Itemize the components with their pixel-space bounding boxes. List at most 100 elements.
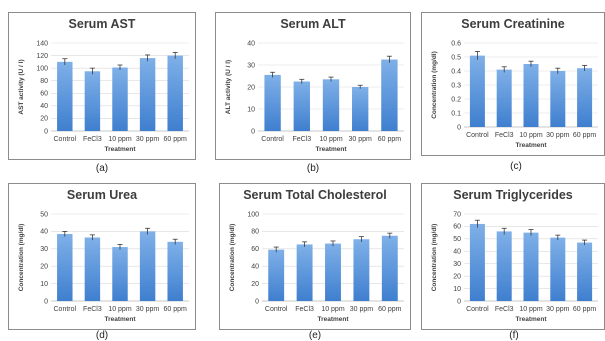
y-axis-label: Concentration (mg/dl)	[431, 224, 438, 292]
x-tick-label: 10 ppm	[519, 132, 543, 139]
y-tick-label: 0.5	[451, 54, 461, 61]
y-tick-label: 0	[251, 128, 255, 135]
chart-title: Serum Total Cholesterol	[243, 188, 387, 202]
caption-a: (a)	[95, 163, 109, 174]
chart-panel-ast: Serum AST 0 20 40 60 80 100 120 140 Control FeCl3…	[8, 12, 196, 160]
x-tick-label: 30 ppm	[136, 306, 160, 313]
x-tick-label: 10 ppm	[321, 306, 345, 313]
x-tick-label: FeCl3	[295, 306, 314, 313]
x-tick-label: FeCl3	[495, 306, 514, 313]
x-tick-label: 30 ppm	[349, 136, 373, 143]
y-tick-label: 100	[36, 65, 48, 72]
x-tick-label: 10 ppm	[108, 306, 132, 313]
x-tick-label: 60 ppm	[378, 306, 402, 313]
bar	[296, 244, 313, 301]
y-tick-label: 100	[247, 211, 259, 218]
bar	[139, 231, 156, 301]
y-tick-label: 20	[40, 264, 48, 271]
y-tick-label: 80	[251, 229, 259, 236]
x-tick-label: Control	[54, 136, 77, 143]
chart-title: Serum ALT	[280, 17, 346, 31]
chart-panel-alt: Serum ALT 0 10 20 30 40 Control FeCl3 10 ppm 30 …	[215, 12, 411, 160]
y-tick-label: 40	[40, 229, 48, 236]
y-tick-label: 40	[247, 40, 255, 47]
chart-panel-creatinine: Serum Creatinine 0 0.1 0.2 0.3 0.4 0.5 0.6 Cont…	[421, 12, 605, 156]
bar	[469, 55, 485, 127]
y-tick-label: 50	[40, 211, 48, 218]
caption-c: (c)	[510, 161, 522, 172]
y-tick-label: 20	[251, 281, 259, 288]
caption-f: (f)	[509, 330, 519, 341]
x-tick-label: 10 ppm	[319, 136, 343, 143]
y-tick-label: 0.3	[451, 82, 461, 89]
chart-svg: 0 10 20 30 40 50 60 70 Control FeCl3 10 ppm 30 ppm 6…	[431, 211, 598, 323]
chart-svg: 0 20 40 60 80 100 Control FeCl3 10 ppm 30 ppm 60 p…	[229, 211, 404, 323]
bar	[264, 74, 281, 131]
bar	[84, 237, 101, 301]
y-tick-label: 10	[247, 106, 255, 113]
x-axis-label: Treatment	[317, 316, 349, 323]
x-tick-label: 10 ppm	[519, 306, 543, 313]
bar	[322, 79, 340, 131]
bar	[496, 69, 512, 127]
x-tick-label: 30 ppm	[546, 306, 570, 313]
y-tick-label: 30	[453, 261, 461, 268]
y-tick-label: 20	[40, 116, 48, 123]
y-tick-label: 50	[453, 236, 461, 243]
x-tick-label: Control	[265, 306, 288, 313]
y-tick-label: 30	[247, 62, 255, 69]
chart-panel-triglycerides: Serum Triglycerides 0 10 20 30 40 50 60 70 Contr…	[421, 183, 605, 330]
y-axis-label: Concentration (mg/dl)	[18, 224, 25, 292]
chart-svg: 0 10 20 30 40 Control FeCl3 10 ppm 30 ppm 60 ppm T…	[225, 40, 404, 153]
y-tick-label: 0	[457, 298, 461, 305]
y-tick-label: 20	[247, 84, 255, 91]
chart-panel-cholesterol: Serum Total Cholesterol 0 20 40 60 80 100 Cont…	[219, 183, 411, 330]
x-tick-label: FeCl3	[83, 306, 102, 313]
caption-d: (d)	[95, 330, 109, 341]
chart-title: Serum Urea	[66, 188, 138, 202]
y-tick-label: 0	[255, 298, 259, 305]
x-tick-label: 60 ppm	[573, 132, 597, 139]
y-tick-label: 40	[40, 103, 48, 110]
y-tick-label: 120	[36, 53, 48, 60]
y-tick-label: 70	[453, 211, 461, 218]
bar	[325, 243, 341, 301]
y-axis-label: AST activity (U / l)	[18, 59, 25, 114]
x-tick-label: 30 ppm	[546, 132, 570, 139]
y-tick-label: 40	[453, 249, 461, 256]
bar	[268, 249, 285, 301]
x-axis-label: Treatment	[104, 146, 136, 153]
x-tick-label: Control	[466, 132, 489, 139]
bar	[293, 81, 310, 131]
y-tick-label: 0	[457, 124, 461, 131]
y-axis-label: Concentration (mg/dl)	[229, 224, 236, 292]
bar	[139, 58, 156, 132]
y-tick-label: 40	[251, 264, 259, 271]
x-tick-label: FeCl3	[83, 136, 102, 143]
bar	[577, 242, 593, 301]
y-tick-label: 60	[40, 91, 48, 98]
bar	[381, 235, 398, 301]
bar	[577, 68, 593, 127]
bar	[352, 87, 369, 131]
bar	[57, 234, 73, 301]
y-tick-label: 60	[251, 246, 259, 253]
x-axis-label: Treatment	[515, 142, 547, 149]
bar	[353, 239, 370, 301]
bar	[550, 71, 566, 127]
bar	[167, 55, 183, 132]
chart-panel-urea: Serum Urea 0 10 20 30 40 50 Control FeCl3 10 ppm…	[8, 183, 196, 330]
y-tick-label: 20	[453, 273, 461, 280]
x-tick-label: 30 ppm	[350, 306, 374, 313]
x-tick-label: 60 ppm	[378, 136, 402, 143]
y-tick-label: 0	[44, 298, 48, 305]
y-axis-label: Concentration (mg/dl)	[431, 51, 438, 119]
x-tick-label: 60 ppm	[164, 306, 188, 313]
bar	[496, 231, 512, 301]
x-tick-label: Control	[54, 306, 77, 313]
y-tick-label: 140	[36, 40, 48, 47]
x-axis-label: Treatment	[515, 316, 547, 323]
x-axis-label: Treatment	[104, 316, 136, 323]
y-tick-label: 0.4	[451, 68, 461, 75]
y-tick-label: 0.6	[451, 40, 461, 47]
